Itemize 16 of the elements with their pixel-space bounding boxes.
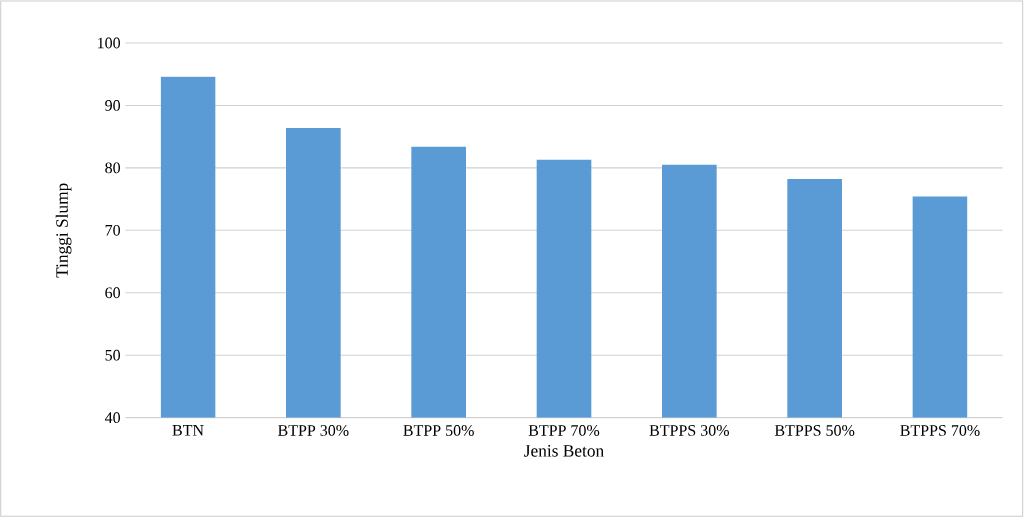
- x-tick-label: BTPPS 70%: [900, 425, 980, 436]
- x-tick-label: BTN: [172, 425, 204, 436]
- x-tick-label: BTPPS 30%: [649, 425, 729, 436]
- y-tick-label: 40: [104, 412, 121, 424]
- y-tick-label: 90: [105, 100, 121, 111]
- y-tick-label: 70: [105, 224, 121, 236]
- x-axis-title: Jenis Beton: [524, 445, 604, 457]
- x-tick-label: BTPP 50%: [403, 425, 474, 436]
- x-tick-label: BTPP 70%: [528, 425, 600, 436]
- y-axis-title: Tinggi Slump: [55, 183, 72, 278]
- x-tick-label: BTPP 30%: [278, 425, 349, 436]
- y-tick-label: 80: [105, 162, 121, 174]
- x-tick-label: BTPPS 50%: [774, 425, 855, 436]
- y-tick-label: 50: [105, 349, 121, 361]
- y-tick-label: 60: [105, 287, 121, 299]
- y-tick-label: 100: [98, 37, 121, 49]
